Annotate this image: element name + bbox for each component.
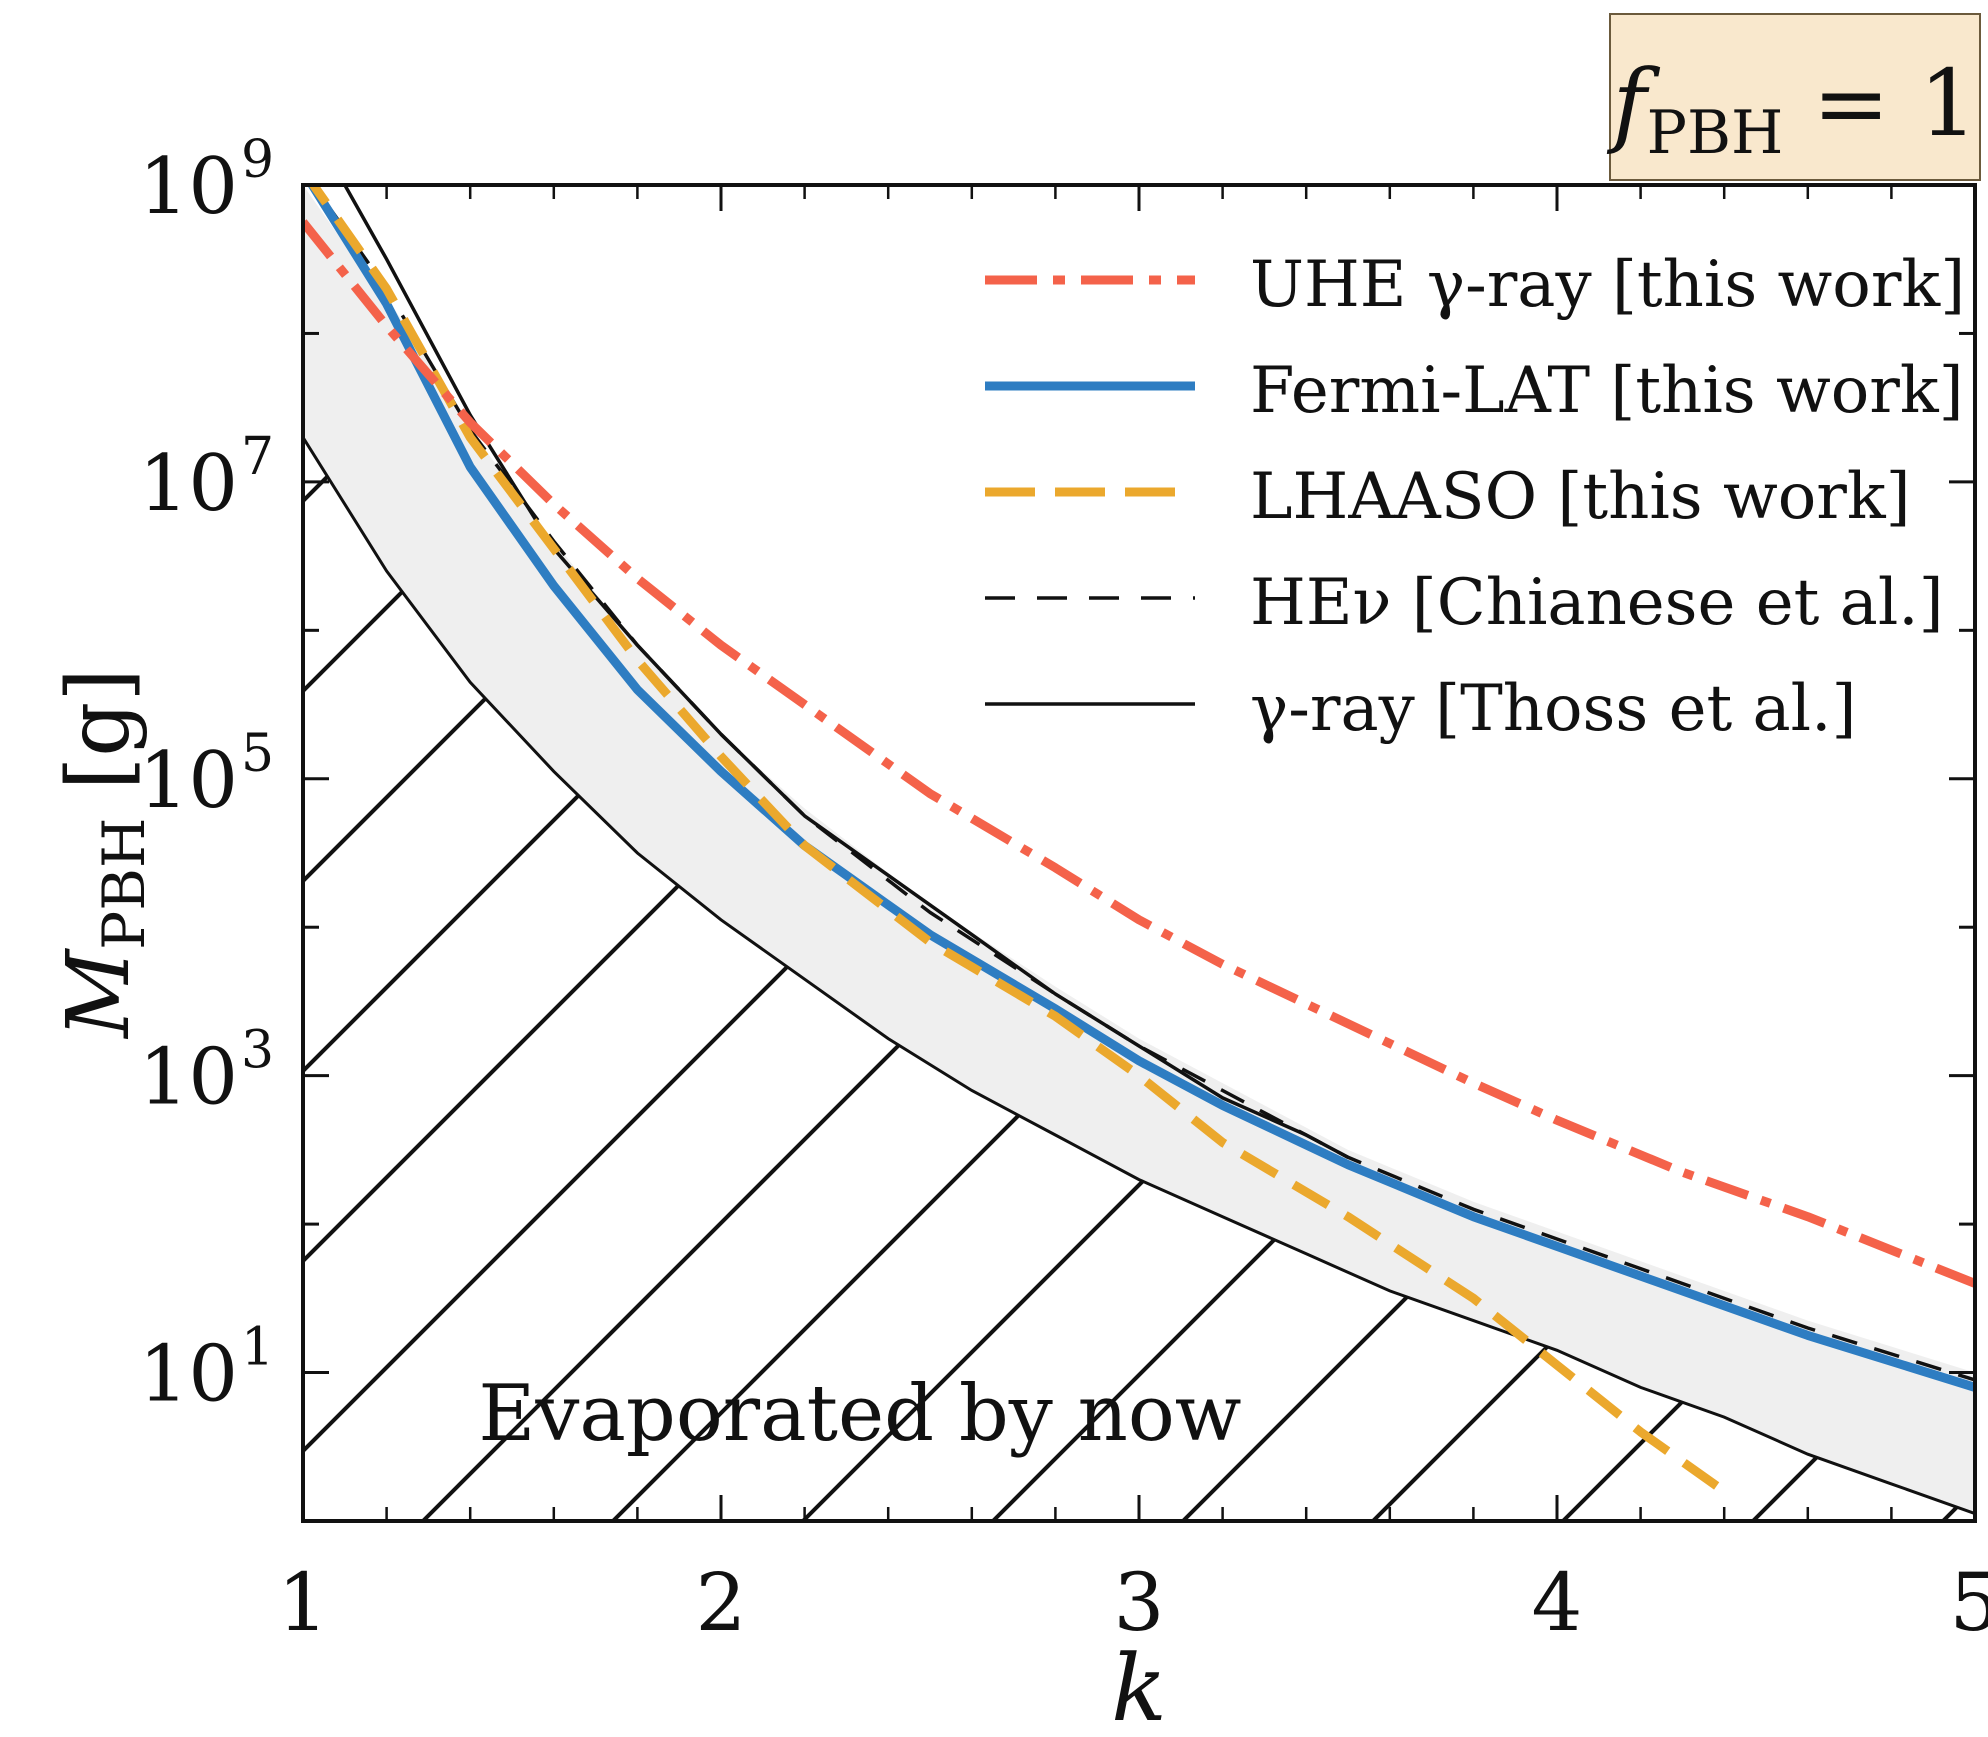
x-tick-label: 2: [696, 1556, 747, 1649]
hatch-line: [1751, 437, 1975, 1521]
x-tick-label: 3: [1114, 1556, 1165, 1649]
y-tick-label: 10: [139, 736, 238, 826]
hatch-line: [1941, 437, 1975, 1521]
x-tick-label: 4: [1532, 1556, 1583, 1649]
fpbh-badge: fPBH = 1: [1607, 13, 1981, 181]
svg-text:MPBH [g]: MPBH [g]: [49, 668, 158, 1040]
y-tick-exponent: 7: [241, 427, 274, 487]
y-tick-exponent: 9: [241, 130, 274, 190]
legend-label: HEν [Chianese et al.]: [1250, 566, 1944, 640]
x-axis-label: k: [1111, 1635, 1167, 1737]
series-line-3: [311, 185, 1975, 1382]
series-line-2: [307, 185, 1727, 1495]
fpbh-badge-text: fPBH = 1: [1607, 50, 1978, 168]
series-line-0: [303, 219, 1975, 1288]
legend-label: γ-ray [Thoss et al.]: [1250, 672, 1856, 746]
y-tick-exponent: 3: [241, 1021, 274, 1081]
hatch-line: [303, 437, 1065, 1521]
x-tick-label: 1: [278, 1556, 329, 1649]
evaporation-boundary-line: [303, 436, 1975, 1516]
x-tick-label: 5: [1950, 1556, 1988, 1649]
y-axis-label: MPBH [g]: [49, 668, 158, 1040]
y-tick-label: 10: [139, 142, 238, 232]
y-tick-label: 10: [139, 439, 238, 529]
hatch-line: [303, 437, 495, 1521]
legend: UHE γ-ray [this work] Fermi-LAT [this wor…: [985, 248, 1965, 746]
y-tick-exponent: 1: [241, 1318, 274, 1378]
hatch-line: [303, 437, 1635, 1521]
legend-label: UHE γ-ray [this work]: [1250, 248, 1965, 322]
y-tick-label: 10: [139, 1033, 238, 1123]
legend-label: Fermi-LAT [this work]: [1250, 354, 1964, 428]
allowed-band-shading: [303, 185, 1975, 1514]
y-tick-label: 10: [139, 1330, 238, 1420]
y-tick-exponent: 5: [241, 724, 274, 784]
legend-label: LHAASO [this work]: [1250, 460, 1911, 534]
hatch-line: [303, 437, 1255, 1521]
series-line-1: [306, 185, 1975, 1392]
annotation-evaporated: Evaporated by now: [478, 1369, 1241, 1459]
